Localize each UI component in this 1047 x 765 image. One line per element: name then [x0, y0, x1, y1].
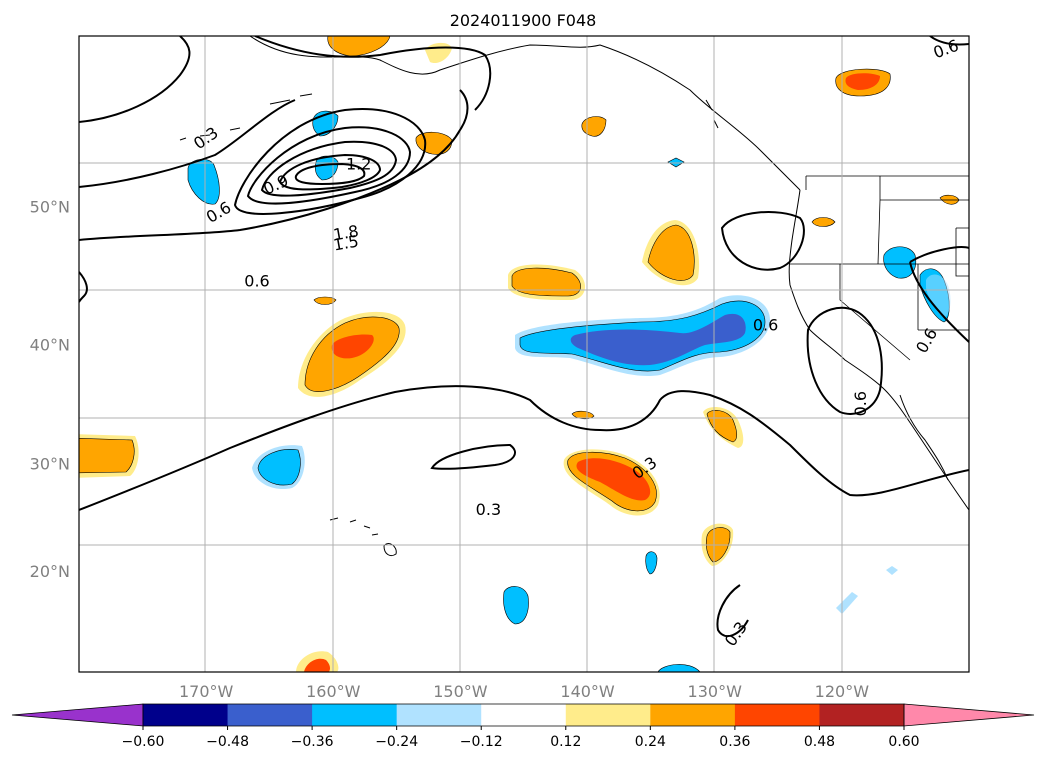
pacific-northwest-coast: [788, 189, 969, 511]
negative-anomaly-region: [503, 586, 529, 625]
haida-gwaii: [705, 99, 719, 129]
latitude-tick-label: 40°N: [30, 336, 70, 355]
negative-anomaly-region: [314, 155, 339, 181]
contour-0.3-south: [716, 584, 749, 638]
contour-low-4: [278, 153, 382, 191]
colorbar-tick-label: 0.60: [888, 734, 919, 750]
graticule: [79, 36, 969, 672]
shaded-anomaly-layer: [79, 36, 960, 672]
contour-0.3-north: [79, 36, 492, 123]
colorbar-extend-min: [11, 703, 144, 727]
baja-coast: [899, 394, 949, 481]
hawaii-islands: [329, 517, 397, 557]
contour-0.3-central: [79, 385, 969, 511]
colorbar-tick-label: −0.48: [206, 734, 249, 750]
map-area: 0.30.60.91.21.81.50.60.60.60.60.60.30.30…: [79, 36, 969, 672]
colorbar-segment: [143, 704, 229, 726]
colorbar-segment: [481, 704, 567, 726]
latitude-ticks: 20°N 30°N 40°N 50°N: [30, 198, 70, 582]
positive-anomaly-region: [647, 224, 695, 281]
contour-low-2: [246, 126, 412, 205]
colorbar-segment: [396, 704, 482, 726]
contour-labels: 0.30.60.91.21.81.50.60.60.60.60.60.30.30…: [190, 36, 961, 650]
colorbar-segment: [227, 704, 313, 726]
contour-0.6-north: [79, 89, 469, 241]
contour-0.6-socal: [806, 306, 883, 415]
strong-positive-region: [845, 73, 880, 90]
colorbar-tick-label: 0.12: [550, 734, 581, 750]
contour-label: 0.3: [476, 500, 501, 519]
longitude-tick-label: 130°W: [688, 682, 743, 701]
latitude-tick-label: 20°N: [30, 562, 70, 581]
longitude-tick-label: 140°W: [560, 682, 615, 701]
contour-0.3-small: [430, 443, 516, 470]
colorbar-segment: [650, 704, 736, 726]
colorbar-segment: [565, 704, 651, 726]
colorbar-tick-label: 0.48: [804, 734, 835, 750]
longitude-tick-label: 150°W: [433, 682, 488, 701]
contour-low-5: [294, 162, 366, 186]
contour-low-3: [260, 140, 398, 197]
colorbar-segment: [819, 704, 905, 726]
negative-anomaly-region: [645, 551, 658, 575]
latitude-tick-label: 50°N: [30, 198, 70, 217]
strong-positive-region: [576, 458, 651, 501]
negative-anomaly-region: [886, 566, 898, 575]
latitude-tick-label: 30°N: [30, 455, 70, 474]
contour-low-1: [233, 108, 427, 215]
strong-positive-region: [331, 334, 374, 359]
positive-anomaly-region: [313, 296, 337, 305]
alaska-coast: [249, 36, 801, 191]
contour-label: 0.6: [851, 391, 870, 416]
positive-anomaly-region: [581, 116, 607, 137]
colorbar-extend-max: [903, 703, 1035, 727]
contour-label: 0.6: [244, 271, 269, 290]
colorbar-segment: [312, 704, 398, 726]
longitude-tick-label: 160°W: [306, 682, 361, 701]
contour-lines: [79, 36, 969, 638]
colorbar-segment: [734, 704, 820, 726]
strong-negative-region: [570, 313, 746, 366]
colorbar-tick-label: 0.24: [635, 734, 666, 750]
negative-anomaly-region: [257, 449, 301, 486]
chart-title: 2024011900 F048: [450, 11, 597, 30]
colorbar-tick-label: −0.60: [122, 734, 165, 750]
colorbar-tick-label: 0.36: [719, 734, 750, 750]
contour-label: 1.5: [332, 231, 360, 254]
longitude-ticks: 170°W 160°W 150°W 140°W 130°W 120°W: [179, 682, 869, 701]
colorbar-tick-label: −0.36: [291, 734, 334, 750]
strong-positive-region: [304, 658, 330, 672]
contour-label: 1.8: [332, 221, 360, 244]
longitude-tick-label: 120°W: [815, 682, 870, 701]
positive-anomaly-region: [79, 437, 135, 474]
coastlines: [179, 36, 969, 557]
contour-label: 1.2: [346, 155, 371, 174]
colorbar: −0.60 −0.48 −0.36 −0.24 −0.12 0.12 0.24 0.36 0.4…: [11, 703, 1035, 750]
positive-anomaly-region: [511, 267, 581, 297]
colorbar-tick-label: −0.12: [460, 734, 503, 750]
contour-label: 0.6: [753, 315, 778, 334]
map-frame: [78, 35, 970, 673]
colorbar-tick-label: −0.24: [375, 734, 418, 750]
state-borders: [790, 175, 969, 361]
contour-0.6-corner: [929, 36, 969, 46]
contour-0.6-california: [720, 211, 805, 271]
positive-anomaly-region: [811, 217, 836, 227]
longitude-tick-label: 170°W: [179, 682, 234, 701]
negative-anomaly-region: [926, 274, 951, 318]
contour-0.6-east: [909, 246, 969, 343]
